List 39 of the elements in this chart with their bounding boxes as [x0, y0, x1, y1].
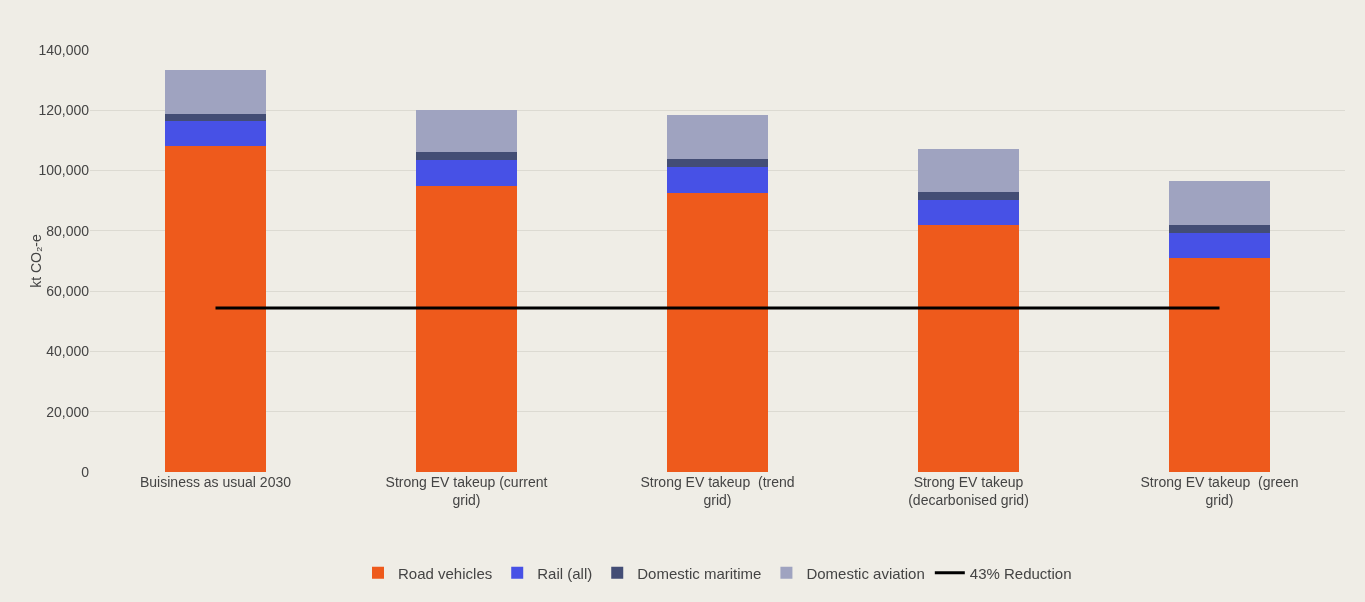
bar: [667, 115, 768, 160]
bar: [416, 160, 517, 186]
bar: [667, 193, 768, 472]
x-tick-label: Strong EV takeup (decarbonised grid): [908, 474, 1029, 509]
bar: [165, 121, 266, 147]
y-tick-label: 80,000: [46, 222, 90, 239]
bar: [1169, 224, 1270, 233]
bar: [165, 146, 266, 472]
x-tick-label: Strong EV takeup (green grid): [1140, 474, 1299, 509]
bar: [918, 225, 1019, 472]
x-tick-label: Buisiness as usual 2030: [140, 474, 292, 490]
y-axis-title: kt CO₂-e: [28, 233, 45, 288]
bar: [918, 192, 1019, 200]
x-tick-label: Strong EV takeup (current grid): [385, 474, 548, 509]
bar: [918, 199, 1019, 226]
bar: [1169, 232, 1270, 258]
legend-label: 43% Reduction: [969, 564, 1072, 582]
bar: [416, 185, 517, 472]
y-tick-label: 20,000: [46, 403, 90, 420]
bar: [1169, 180, 1270, 225]
y-tick-label: 60,000: [46, 283, 90, 300]
bar: [667, 166, 768, 194]
bar: [165, 69, 266, 114]
y-tick-label: 120,000: [38, 102, 90, 119]
bar: [416, 109, 517, 153]
bar: [667, 159, 768, 167]
bar: [165, 113, 266, 122]
bar: [416, 152, 517, 161]
legend-label: Road vehicles: [398, 564, 493, 582]
y-tick-label: 140,000: [38, 41, 90, 58]
legend-label: Domestic aviation: [806, 564, 925, 582]
bar: [1169, 257, 1270, 472]
legend-label: Domestic maritime: [637, 564, 762, 582]
y-tick-label: 0: [81, 463, 90, 480]
bar: [918, 148, 1019, 193]
y-tick-label: 40,000: [46, 343, 90, 360]
legend-label: Rail (all): [537, 564, 593, 582]
x-tick-label: Strong EV takeup (trend grid): [640, 474, 795, 509]
y-tick-label: 100,000: [38, 162, 90, 179]
